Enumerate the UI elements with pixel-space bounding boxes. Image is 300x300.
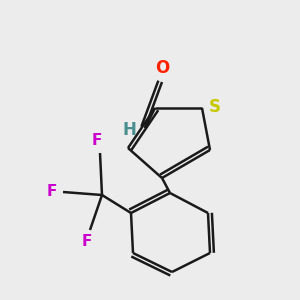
Text: O: O <box>155 59 170 77</box>
Text: F: F <box>91 133 102 148</box>
Text: S: S <box>208 98 220 116</box>
Text: F: F <box>46 184 57 200</box>
Text: H: H <box>123 121 136 139</box>
Text: F: F <box>81 235 92 250</box>
